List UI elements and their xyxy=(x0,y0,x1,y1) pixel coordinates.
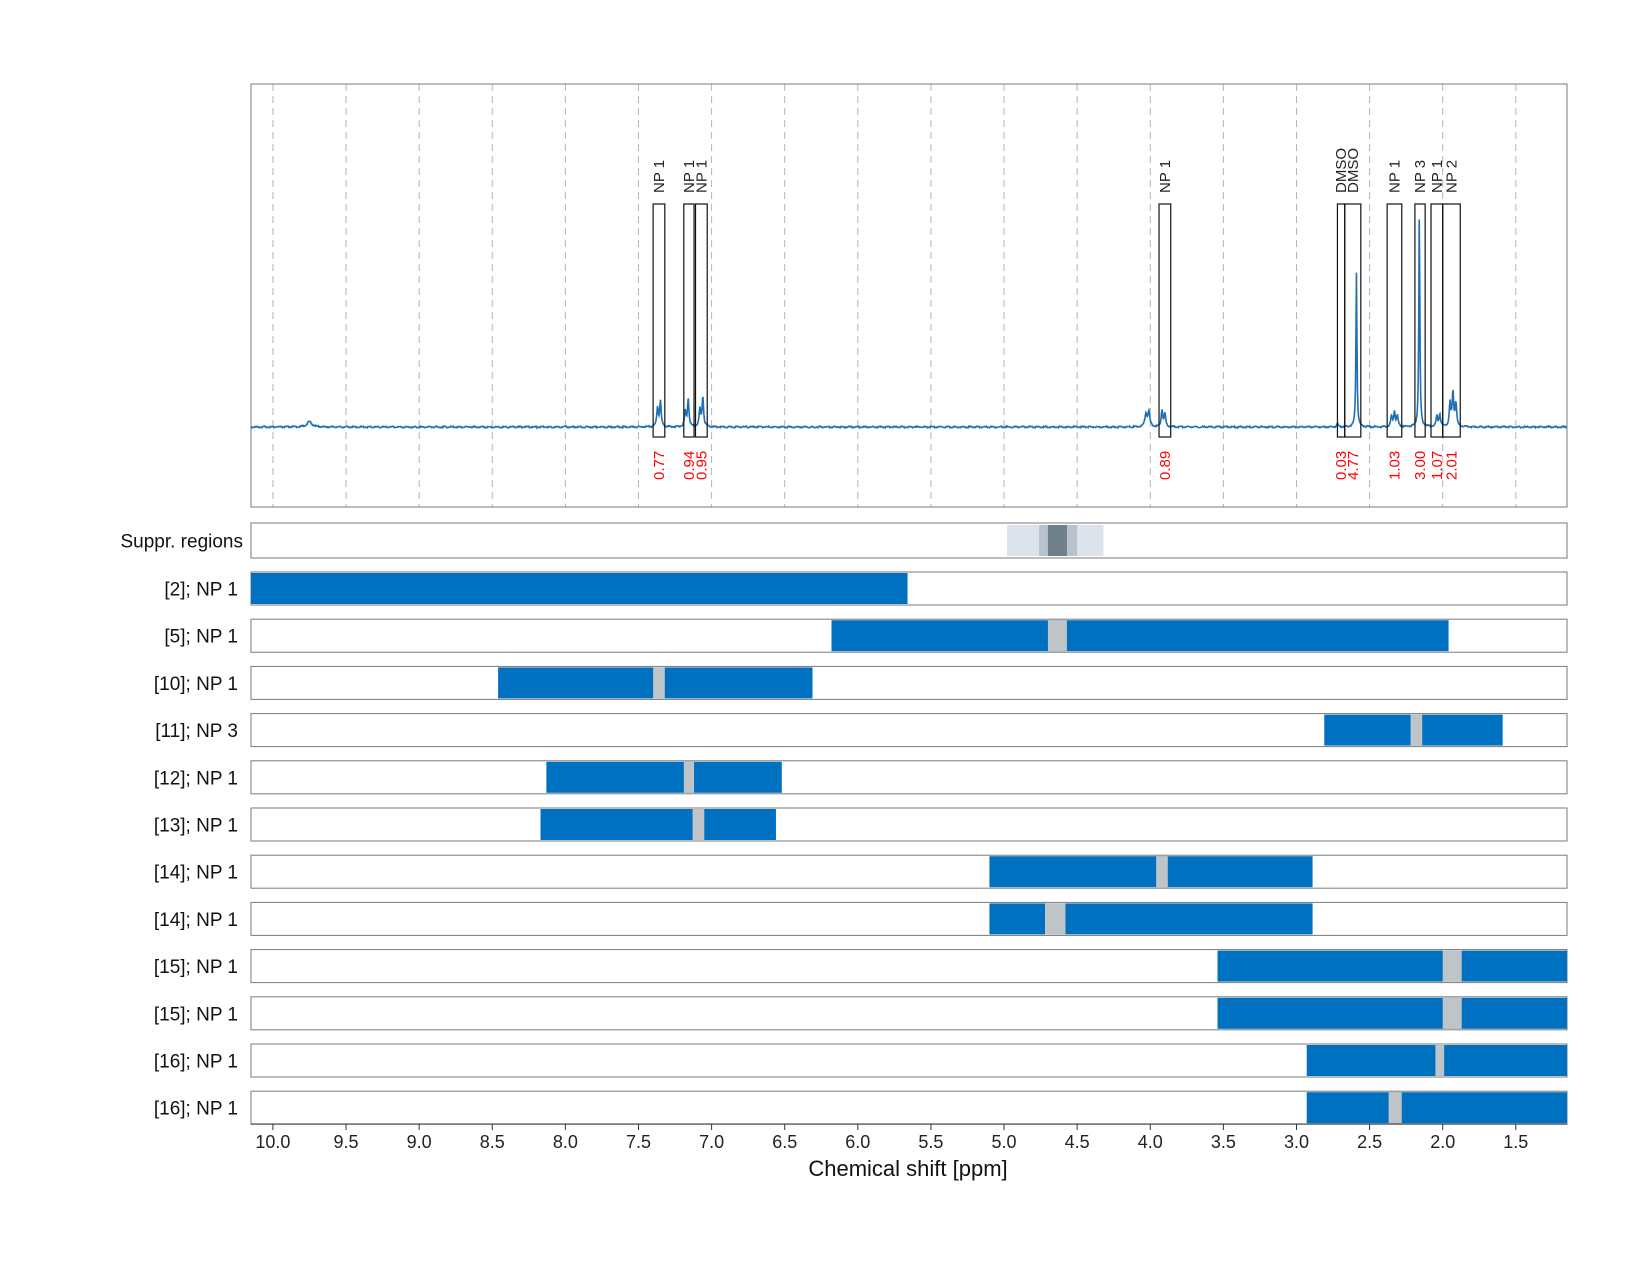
integral-value: 0.95 xyxy=(693,451,710,480)
suppressed-regions-label: Suppr. regions xyxy=(120,532,243,553)
x-tick-label: 2.0 xyxy=(1430,1132,1455,1152)
peak-label: NP 1 xyxy=(1386,160,1403,193)
row-bar xyxy=(1306,1092,1567,1124)
peak-label: NP 1 xyxy=(651,160,668,193)
row-label: [16]; NP 1 xyxy=(154,1052,238,1073)
row-frame xyxy=(250,618,1568,653)
integral-value: 3.00 xyxy=(1412,451,1429,480)
row-bar xyxy=(1217,950,1567,982)
peak-box xyxy=(1336,203,1346,438)
row-label: [10]; NP 1 xyxy=(154,674,238,695)
x-tick-label: 8.0 xyxy=(553,1132,578,1152)
row-gap xyxy=(1442,950,1462,982)
x-tick-label: 7.5 xyxy=(626,1132,651,1152)
row-frame xyxy=(250,807,1568,842)
suppressed-band-dark xyxy=(1047,525,1067,556)
row-gap xyxy=(653,667,665,699)
x-tick-label: 9.0 xyxy=(407,1132,432,1152)
row-gap xyxy=(1442,997,1462,1029)
row-gap xyxy=(1388,1092,1402,1124)
row-bar xyxy=(1217,997,1567,1029)
peak-box xyxy=(652,203,666,438)
row-label: [15]; NP 1 xyxy=(154,957,238,978)
multiplet-rows-panel: [2]; NP 1 [5]; NP 1 [10]; NP 1 [11]; NP 3 [1… xyxy=(154,571,1568,1125)
integral-value: 0.03 xyxy=(1333,451,1350,480)
integral-value: 4.77 xyxy=(1345,451,1362,480)
x-tick-label: 8.5 xyxy=(480,1132,505,1152)
peak-box xyxy=(694,203,708,438)
x-tick-label: 10.0 xyxy=(255,1132,290,1152)
peak-box xyxy=(1430,203,1444,438)
row-bar xyxy=(989,903,1313,935)
peak-box xyxy=(1158,203,1172,438)
x-tick-label: 7.0 xyxy=(699,1132,724,1152)
x-tick-label: 4.0 xyxy=(1138,1132,1163,1152)
row-bar xyxy=(831,620,1449,652)
peak-label: NP 1 xyxy=(1157,160,1174,193)
row-frame xyxy=(250,760,1568,795)
integral-value: 1.03 xyxy=(1386,451,1403,480)
row-gap xyxy=(1044,903,1066,935)
x-tick-label: 6.0 xyxy=(845,1132,870,1152)
row-frame xyxy=(250,901,1568,936)
x-tick-label: 1.5 xyxy=(1503,1132,1528,1152)
spectrum-frame xyxy=(250,83,1568,508)
spectrum-trace xyxy=(250,219,1568,430)
integral-value: 1.07 xyxy=(1429,451,1446,480)
x-tick-label: 3.0 xyxy=(1284,1132,1309,1152)
row-gap xyxy=(692,809,705,840)
row-frame xyxy=(250,713,1568,748)
row-frame xyxy=(250,854,1568,889)
peak-box xyxy=(1442,203,1461,438)
row-label: [2]; NP 1 xyxy=(164,580,238,601)
suppressed-regions-panel: Suppr. regions xyxy=(120,522,1568,559)
row-bar xyxy=(540,809,776,840)
peak-label: DMSO xyxy=(1333,148,1350,193)
peak-label: NP 1 xyxy=(693,160,710,193)
row-gap xyxy=(1435,1045,1445,1076)
suppressed-frame xyxy=(250,522,1568,559)
row-gap xyxy=(1156,856,1168,888)
row-bar xyxy=(546,761,782,793)
row-label: [14]; NP 1 xyxy=(154,863,238,884)
row-gap xyxy=(1410,714,1423,746)
grid-lines xyxy=(272,84,1517,507)
integral-value: 0.77 xyxy=(651,451,668,480)
integral-value: 0.89 xyxy=(1157,451,1174,480)
row-label: [5]; NP 1 xyxy=(164,627,238,648)
row-frame xyxy=(250,665,1568,700)
row-label: [13]; NP 1 xyxy=(154,816,238,837)
integral-value: 2.01 xyxy=(1443,451,1460,480)
x-tick-label: 2.5 xyxy=(1357,1132,1382,1152)
x-axis-label: Chemical shift [ppm] xyxy=(808,1156,1007,1181)
peak-box xyxy=(683,203,695,438)
x-tick-label: 9.5 xyxy=(334,1132,359,1152)
x-axis: 10.0 9.5 9.0 8.5 8.0 7.5 7.0 6.5 6.0 5.5 5.0 4.5 4.0… xyxy=(251,1123,1567,1152)
row-bar xyxy=(989,856,1313,888)
peak-box xyxy=(1414,203,1426,438)
row-label: [11]; NP 3 xyxy=(155,721,238,742)
x-tick-label: 3.5 xyxy=(1211,1132,1236,1152)
peak-label: NP 1 xyxy=(1429,160,1446,193)
peak-label: NP 1 xyxy=(681,160,698,193)
row-label: [15]; NP 1 xyxy=(154,1004,238,1025)
peak-box xyxy=(1344,203,1362,438)
spectrum-panel: NP 1 0.77 NP 1 0.94 NP 1 0.95 NP 1 0.89 DMSO 0.03… xyxy=(250,83,1568,508)
row-label: [16]; NP 1 xyxy=(154,1099,238,1120)
peak-box xyxy=(1386,203,1403,438)
x-tick-label: 5.0 xyxy=(992,1132,1017,1152)
integral-value: 0.94 xyxy=(681,451,698,480)
row-gap xyxy=(683,761,695,793)
x-tick-label: 5.5 xyxy=(918,1132,943,1152)
peak-label: NP 2 xyxy=(1443,160,1460,193)
row-bar xyxy=(251,573,908,604)
x-tick-label: 6.5 xyxy=(772,1132,797,1152)
row-label: [12]; NP 1 xyxy=(154,768,238,789)
peak-label: DMSO xyxy=(1345,148,1362,193)
row-gap xyxy=(1047,620,1067,652)
peak-label: NP 3 xyxy=(1412,160,1429,193)
row-label: [14]; NP 1 xyxy=(154,910,238,931)
x-tick-label: 4.5 xyxy=(1065,1132,1090,1152)
